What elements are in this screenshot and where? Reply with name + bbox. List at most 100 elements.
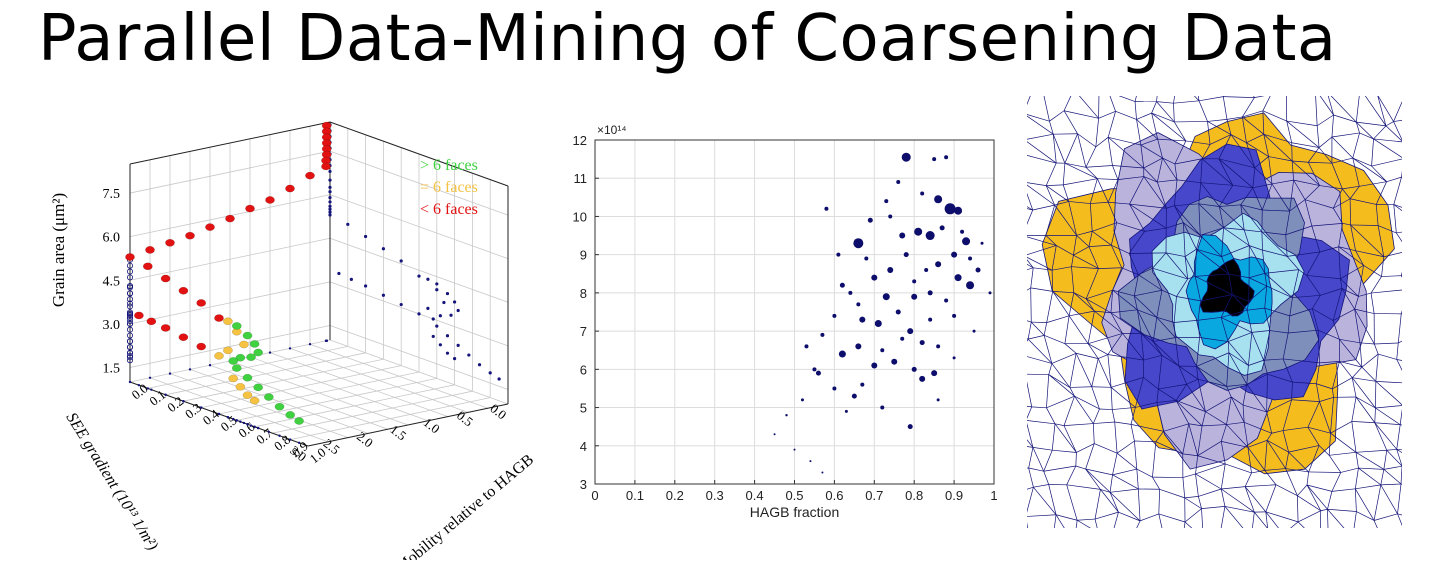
projection-point: [453, 300, 456, 303]
scatter-point: [968, 256, 972, 260]
projection-point: [446, 352, 449, 355]
data-point: [243, 332, 252, 339]
scatter-point: [952, 314, 956, 318]
x-tick-label: 1: [990, 488, 997, 503]
scatter-point: [932, 157, 936, 161]
x-tick-label: 0.2: [666, 488, 684, 503]
projection-point: [227, 416, 229, 418]
x-tick-label: 0.8: [905, 488, 923, 503]
grain-structure-image: [1027, 96, 1402, 528]
scatter-point: [944, 299, 948, 303]
scatter-point: [859, 317, 865, 323]
y-tick-label: 12: [573, 133, 587, 148]
scatter-point: [816, 371, 821, 376]
x-tick-label: 0.5: [454, 408, 476, 430]
data-point: [223, 318, 232, 325]
y-exponent-label: ×10¹⁴: [597, 123, 627, 137]
projection-point: [218, 413, 220, 415]
projection-point: [257, 427, 259, 429]
x-axis-label: SEE gradient (10¹³ 1/m²): [63, 410, 162, 554]
y-axis-label: Mobility relative to HAGB: [393, 451, 537, 560]
scatter-point: [934, 195, 942, 203]
projection-point: [382, 294, 385, 297]
scatter-point: [900, 337, 904, 341]
projection-point: [435, 282, 438, 285]
z-axis-label: Grain area (μm²): [49, 193, 68, 307]
scatter-point: [920, 192, 924, 196]
scatter-point: [839, 351, 846, 358]
scatter-point: [832, 314, 836, 318]
scatter-point: [945, 203, 956, 214]
projection-point: [169, 372, 171, 374]
scatter-point: [855, 343, 861, 349]
projection-point: [432, 317, 435, 320]
scatter-point: [880, 348, 884, 352]
data-point: [239, 341, 248, 348]
z-tick-label: 3.0: [103, 318, 121, 333]
projection-point: [449, 314, 452, 317]
projection-point: [489, 371, 492, 374]
scatter-point: [888, 214, 892, 218]
projection-point: [435, 324, 438, 327]
data-point: [305, 172, 314, 179]
projection-point: [289, 438, 291, 440]
data-point: [229, 375, 238, 382]
projection-point: [232, 418, 234, 420]
scatter-point: [914, 228, 922, 236]
y-tick-label: 6: [580, 362, 587, 377]
scatter-point: [860, 383, 864, 387]
data-point: [229, 357, 238, 364]
scatter-point: [960, 230, 964, 234]
scatter-point: [871, 275, 877, 281]
scatter-point: [853, 238, 863, 248]
x-tick-label: 0: [591, 488, 598, 503]
projection-point: [278, 435, 280, 437]
projection-point: [337, 272, 340, 275]
legend-entry: < 6 faces: [420, 201, 478, 218]
projection-point: [432, 335, 435, 338]
scatter-point: [955, 274, 962, 281]
grain-structure-map: [1027, 96, 1402, 528]
projection-point: [328, 170, 331, 173]
projection-point: [446, 334, 449, 337]
scatter-point: [928, 318, 932, 322]
projection-point: [478, 363, 481, 366]
scatter-point: [824, 207, 828, 211]
projection-point: [269, 351, 271, 353]
projection-point: [426, 278, 429, 281]
z-tick-label: 7.5: [103, 187, 121, 202]
x-tick-label: 1.5: [387, 422, 409, 444]
scatter-point: [926, 231, 935, 240]
data-point: [223, 347, 232, 354]
projection-point: [328, 200, 331, 203]
x-axis-label: HAGB fraction: [750, 504, 839, 520]
projection-point: [328, 179, 331, 182]
scatter-point: [891, 359, 897, 365]
legend: > 6 faces= 6 faces< 6 faces: [420, 157, 478, 218]
data-point: [179, 287, 188, 294]
projection-point: [149, 377, 151, 379]
data-point: [245, 205, 254, 212]
projection-point: [328, 208, 331, 211]
projection-point: [239, 420, 241, 422]
projection-point: [467, 353, 470, 356]
projection-point: [236, 419, 238, 421]
projection-point: [200, 406, 202, 408]
scatter-point: [904, 252, 909, 257]
scatter-point: [920, 340, 925, 345]
x-tick-label: 0.3: [706, 488, 724, 503]
data-point: [143, 263, 152, 270]
scatter-point: [962, 237, 970, 245]
y-tick-label: 11: [574, 171, 588, 186]
projection-point: [435, 288, 438, 291]
data-point: [125, 253, 134, 260]
x-tick-label: 0.0: [487, 401, 509, 423]
projection-point: [309, 343, 311, 345]
scatter-point: [976, 267, 981, 272]
projection-point: [129, 381, 131, 383]
scatter-point: [774, 433, 776, 435]
projection-point: [400, 259, 403, 262]
data-point: [161, 324, 170, 331]
projection-point: [328, 186, 331, 189]
